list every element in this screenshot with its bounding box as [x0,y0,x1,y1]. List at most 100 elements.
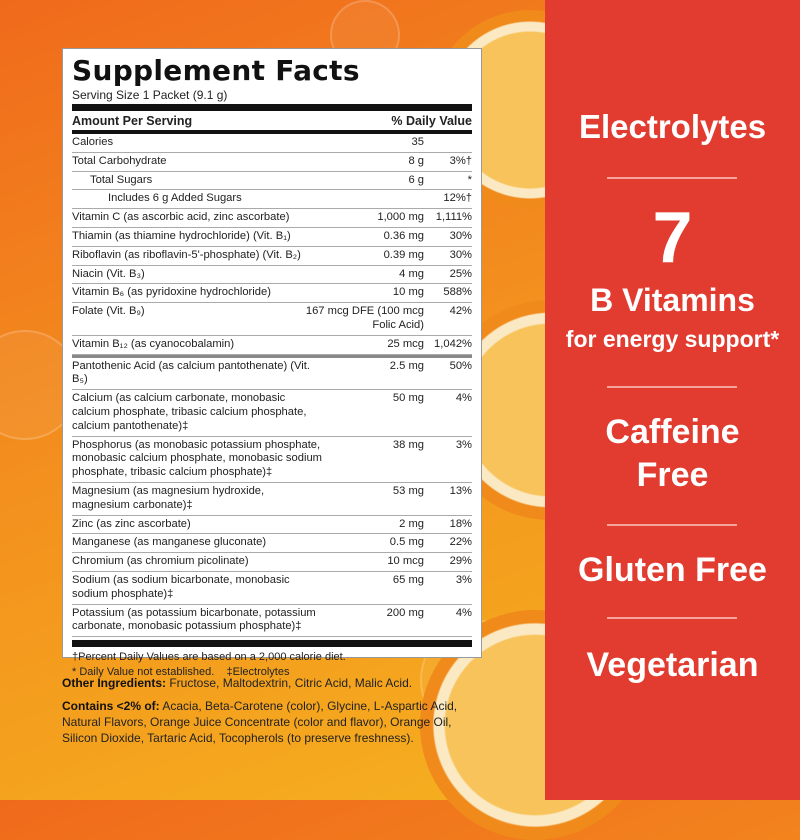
nutrient-amount: 1,000 mg [377,211,424,224]
nutrient-name: Chromium (as chromium picolinate) [72,555,249,568]
contains-text: Acacia, Beta-Carotene (color), Glycine, … [62,699,458,745]
divider [72,130,472,134]
nutrient-amount [324,192,424,206]
claim-vegetarian: Vegetarian [586,646,759,684]
nutrient-row: Vitamin B₁₂ (as cyanocobalamin) 25 mcg 1,0… [72,336,472,355]
nutrient-amount: 0.36 mg [383,229,424,242]
nutrient-amount: 25 mcg [387,337,424,350]
nutrient-row: Chromium (as chromium picolinate) 10 mcg 2… [72,553,472,572]
nutrient-row: Includes 6 g Added Sugars 12%† [72,190,472,210]
nutrient-dv: 3% [455,573,472,586]
nutrient-row: Niacin (Vit. B₃) 4 mg 25% [72,266,472,285]
nutrient-row: Total Sugars 6 g * [72,172,472,191]
claim-b-vitamins: B Vitamins [590,282,755,318]
serving-size: Serving Size 1 Packet (9.1 g) [72,88,228,102]
nutrient-row: Thiamin (as thiamine hydrochloride) (Vit… [72,228,472,247]
supplement-facts-panel: Supplement Facts Serving Size 1 Packet (… [62,48,482,678]
claim-free: Free [636,456,709,494]
claim-caffeine: Caffeine [605,413,740,451]
nutrient-name: Pantothenic Acid (as calcium pantothenat… [72,359,310,386]
nutrient-dv: 18% [449,517,472,530]
footnote-not-established: * Daily Value not established. ‡Electrol… [72,665,290,678]
nutrient-row: Sodium (as sodium bicarbonate, monobasic… [72,572,472,605]
nutrient-amount: 2.5 mg [389,359,424,372]
nutrient-row: Vitamin C (as ascorbic acid, zinc ascorb… [72,209,472,228]
divider [72,640,472,648]
nutrient-amount: 65 mg [392,573,424,586]
divider [607,177,737,179]
nutrient-amount: 35 [411,136,424,148]
nutrient-row: Pantothenic Acid (as calcium pantothenat… [72,358,472,391]
nutrient-row: Magnesium (as magnesium hydroxide, magne… [72,483,472,516]
nutrient-name: Total Sugars [90,173,153,186]
nutrient-row: Phosphorus (as monobasic potassium phosp… [72,437,472,483]
claims-panel: Electrolytes 7 B Vitamins for energy sup… [545,0,800,800]
claim-energy-support: for energy support* [565,326,780,352]
nutrient-name: Riboflavin (as riboflavin-5'-phosphate) … [72,248,301,261]
nutrient-row: Zinc (as zinc ascorbate) 2 mg 18% [72,516,472,535]
nutrient-name: Manganese (as manganese gluconate) [72,536,267,549]
facts-title: Supplement Facts [72,54,360,87]
ingredients: Other Ingredients: Fructose, Maltodextri… [62,675,482,746]
nutrient-name: Vitamin B₁₂ (as cyanocobalamin) [72,337,235,350]
nutrient-amount: 10 mg [392,286,424,299]
nutrient-dv: 4% [455,606,472,619]
divider [607,617,737,619]
nutrient-dv: 13% [449,484,472,497]
nutrient-name: Zinc (as zinc ascorbate) [72,517,191,530]
divider [607,524,737,526]
nutrient-row: Riboflavin (as riboflavin-5'-phosphate) … [72,247,472,266]
nutrient-name: Thiamin (as thiamine hydrochloride) (Vit… [72,229,291,242]
nutrient-dv: 22% [449,536,472,549]
nutrient-amount: 38 mg [392,438,424,451]
nutrient-amount: 200 mg [386,606,424,619]
nutrient-amount: 53 mg [392,484,424,497]
nutrient-dv: 4% [455,392,472,405]
nutrient-dv: 588% [443,286,472,299]
nutrient-table-top: Calories 35 Total Carbohydrate 8 g 3%† Total … [72,134,472,355]
nutrient-dv: 30% [449,229,472,242]
nutrient-row: Calories 35 [72,134,472,153]
nutrient-row: Manganese (as manganese gluconate) 0.5 mg… [72,534,472,554]
nutrient-dv: 3% [455,438,472,451]
nutrient-amount: 10 mcg [387,555,424,568]
nutrient-name: Calories [72,136,114,148]
nutrient-dv: 12%† [443,192,472,205]
nutrient-dv: * [467,173,472,186]
other-ingredients-text: Fructose, Maltodextrin, Citric Acid, Mal… [166,676,413,690]
nutrient-dv: 3%† [449,154,472,167]
footnote-dv: †Percent Daily Values are based on a 2,0… [72,651,346,664]
nutrient-row: Potassium (as potassium bicarbonate, pot… [72,605,472,638]
nutrient-amount: 6 g [408,173,424,186]
nutrient-dv [424,136,472,150]
nutrient-row: Total Carbohydrate 8 g 3%† [72,153,472,172]
claim-gluten-free: Gluten Free [578,551,767,589]
amount-header: Amount Per Serving [72,114,193,128]
nutrient-amount: 4 mg [399,267,424,280]
nutrient-name: Phosphorus (as monobasic potassium phosp… [72,438,322,479]
other-ingredients-label: Other Ingredients: [62,676,167,690]
nutrient-row: Vitamin B₆ (as pyridoxine hydrochloride)… [72,284,472,304]
nutrient-row: Calcium (as calcium carbonate, monobasic… [72,390,472,437]
nutrient-name: Magnesium (as magnesium hydroxide, magne… [72,484,265,511]
nutrient-dv: 25% [449,267,472,280]
claim-electrolytes: Electrolytes [578,108,767,145]
nutrient-amount: 8 g [408,154,424,167]
nutrient-dv: 29% [449,555,472,568]
nutrient-dv: 42% [449,305,472,318]
nutrient-name: Sodium (as sodium bicarbonate, monobasic… [72,573,290,600]
nutrient-name: Vitamin B₆ (as pyridoxine hydrochloride) [72,286,271,299]
nutrient-name: Calcium (as calcium carbonate, monobasic… [72,392,307,432]
nutrient-amount: 167 mcg DFE (100 mcg Folic Acid) [305,305,424,331]
claim-seven: 7 [652,198,693,278]
nutrient-dv: 1,111% [435,211,472,224]
nutrient-name: Niacin (Vit. B₃) [72,267,145,280]
nutrient-amount: 2 mg [399,517,424,530]
nutrient-name: Total Carbohydrate [72,154,167,167]
nutrient-amount: 0.5 mg [389,536,424,549]
nutrient-amount: 50 mg [392,392,424,405]
nutrient-table-bottom: Pantothenic Acid (as calcium pantothenat… [72,358,472,638]
divider [72,354,472,358]
nutrient-dv: 50% [449,359,472,372]
nutrient-name: Folate (Vit. B₉) [72,305,145,318]
